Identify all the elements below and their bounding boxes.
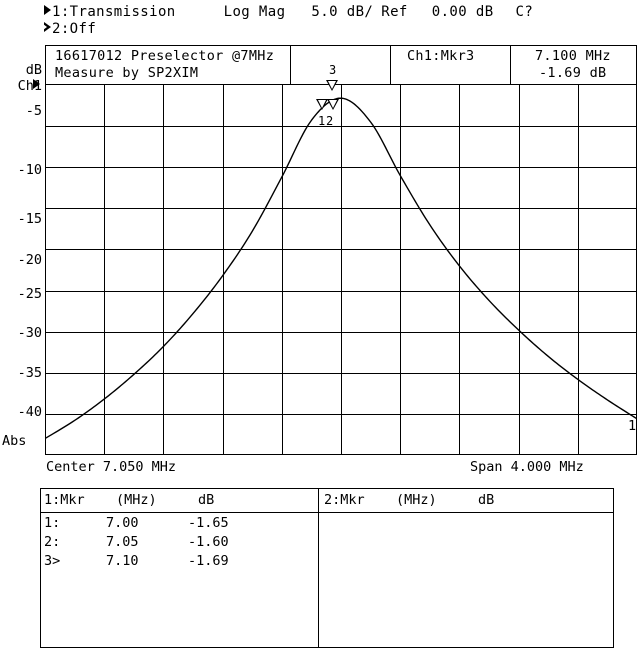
channel1-correction-status: C? — [515, 4, 534, 20]
graph-marker-1-label: 1 — [318, 114, 326, 128]
marker-table-2-header-rule — [319, 512, 614, 513]
channel1-ref-label: Ref — [381, 4, 408, 20]
channel2-status-line: 2:Off — [43, 21, 97, 37]
gridline-v — [223, 85, 224, 455]
marker-table-row[interactable]: 2: — [44, 534, 61, 550]
marker-tables-panel — [40, 488, 614, 648]
reference-mode-label: Abs — [2, 433, 27, 449]
gridline-v — [341, 85, 342, 455]
y-axis-tick--15: -15 — [17, 211, 42, 227]
gridline-v — [400, 85, 401, 455]
channel2-label[interactable]: 2:Off — [52, 21, 97, 37]
graph-marker-1-icon[interactable] — [316, 99, 328, 110]
marker-table-2-header-freq: (MHz) — [396, 492, 437, 508]
y-axis-tick--35: -35 — [17, 365, 42, 381]
marker-tables-divider — [318, 488, 319, 648]
graph-marker-3-icon[interactable] — [326, 80, 338, 91]
gridline-v — [459, 85, 460, 455]
band-separator — [510, 45, 511, 85]
active-marker-channel: Ch1:Mkr3 — [407, 48, 475, 64]
y-axis-unit: dB — [25, 62, 42, 78]
active-marker-level: -1.69 dB — [539, 65, 607, 81]
gridline-v — [282, 85, 283, 455]
y-axis-tick--20: -20 — [17, 252, 42, 268]
graph-marker-3-label: 3 — [329, 63, 337, 77]
marker-table-row-freq: 7.05 — [106, 534, 139, 550]
active-marker-frequency: 7.100 MHz — [535, 48, 611, 64]
device-title: 16617012 Preselector @7MHz — [55, 48, 275, 64]
y-axis-tick--40: -40 — [17, 404, 42, 420]
device-subtitle: Measure by SP2XIM — [55, 65, 199, 81]
measurement-info-band: 16617012 Preselector @7MHz Measure by SP… — [45, 45, 637, 85]
marker-table-2-header-title: 2:Mkr — [324, 492, 365, 508]
trace-number-label: 1 — [628, 418, 637, 434]
y-axis-tick--10: -10 — [17, 162, 42, 178]
y-axis-channel-arrow-icon — [33, 79, 40, 89]
marker-table-row[interactable]: 1: — [44, 515, 61, 531]
marker-table-row-level: -1.65 — [188, 515, 229, 531]
gridline-v — [578, 85, 579, 455]
y-axis: dB Ch1 -5 -10 -15 -20 -25 -30 -35 -40 Ab… — [0, 0, 42, 659]
y-axis-tick--5: -5 — [25, 103, 42, 119]
span-label[interactable]: Span 4.000 MHz — [470, 459, 584, 475]
marker-table-1-header-level: dB — [198, 492, 215, 508]
y-axis-tick--25: -25 — [17, 286, 42, 302]
band-separator — [390, 45, 391, 85]
marker-table-row-freq: 7.10 — [106, 553, 139, 569]
marker-table-1-header-freq: (MHz) — [116, 492, 157, 508]
marker-table-1-header-title: 1:Mkr — [44, 492, 85, 508]
gridline-v — [104, 85, 105, 455]
y-axis-tick--30: -30 — [17, 325, 42, 341]
gridline-v — [163, 85, 164, 455]
graph-marker-2-label: 2 — [326, 114, 334, 128]
channel1-scale[interactable]: 5.0 dB/ — [311, 4, 374, 20]
marker-table-row-freq: 7.00 — [106, 515, 139, 531]
marker-table-2-header-level: dB — [478, 492, 495, 508]
marker-table-row-level: -1.60 — [188, 534, 229, 550]
graph-marker-2-icon[interactable] — [327, 99, 339, 110]
marker-table-1-header-rule — [40, 512, 318, 513]
marker-table-row-level: -1.69 — [188, 553, 229, 569]
channel1-ref-value[interactable]: 0.00 dB — [431, 4, 494, 20]
channel2-inactive-marker-icon — [43, 22, 51, 32]
plot-area[interactable] — [45, 85, 637, 455]
channel1-active-marker-icon — [44, 5, 51, 15]
channel1-format[interactable]: Log Mag — [223, 4, 286, 20]
center-frequency-label[interactable]: Center 7.050 MHz — [46, 459, 177, 475]
channel1-label[interactable]: 1:Transmission — [52, 4, 176, 20]
marker-table-row[interactable]: 3> — [44, 553, 61, 569]
channel1-status-line: 1:Transmission Log Mag 5.0 dB/Ref 0.00 dB C? — [44, 4, 533, 20]
band-separator — [290, 45, 291, 85]
gridline-v — [519, 85, 520, 455]
